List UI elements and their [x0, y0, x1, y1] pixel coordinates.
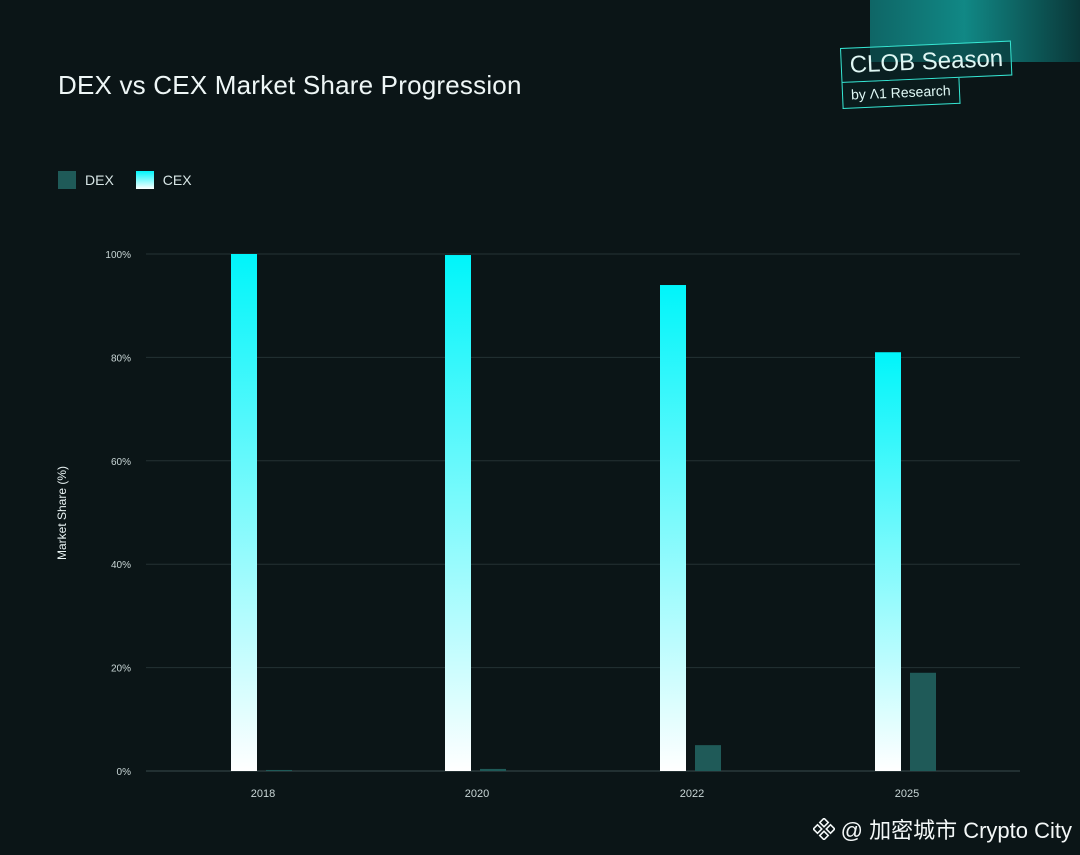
bar-cex-2020: [445, 255, 471, 771]
diamond-logo-icon: [812, 818, 835, 840]
bar-cex-2025: [875, 352, 901, 771]
y-tick-label: 80%: [111, 353, 131, 364]
x-tick-label: 2020: [465, 788, 489, 800]
bar-dex-2025: [910, 672, 936, 771]
y-tick-label: 20%: [111, 664, 131, 675]
chart-title: DEX vs CEX Market Share Progression: [58, 70, 522, 100]
bar-cex-2018: [231, 254, 257, 771]
x-axis-ticks: 2018 2020 2022 2025: [251, 788, 919, 800]
x-tick-label: 2025: [895, 788, 919, 800]
legend-item-cex: CEX: [135, 171, 192, 189]
bar-dex-2018: [266, 769, 292, 771]
watermark-text: @ 加密城市 Crypto City: [840, 818, 1072, 843]
y-tick-label: 100%: [105, 250, 131, 261]
y-tick-label: 60%: [111, 457, 131, 468]
x-tick-label: 2018: [251, 788, 275, 800]
legend-swatch-cex: [135, 171, 154, 189]
x-tick-label: 2022: [680, 788, 704, 800]
bar-dex-2022: [695, 745, 721, 771]
chart-legend: DEX CEX: [58, 171, 192, 189]
bar-dex-2020: [480, 768, 506, 771]
legend-item-dex: DEX: [58, 171, 114, 189]
legend-label-cex: CEX: [162, 172, 192, 188]
y-axis-label: Market Share (%): [55, 466, 69, 560]
bar-cex-2022: [660, 285, 686, 771]
legend-label-dex: DEX: [85, 172, 114, 188]
y-axis-ticks: 0% 20% 40% 60% 80% 100%: [105, 250, 131, 778]
y-tick-label: 0%: [117, 767, 132, 778]
legend-swatch-dex: [58, 171, 76, 189]
watermark: @ 加密城市 Crypto City: [812, 813, 1072, 845]
y-tick-label: 40%: [111, 560, 131, 571]
bars: [231, 254, 936, 771]
